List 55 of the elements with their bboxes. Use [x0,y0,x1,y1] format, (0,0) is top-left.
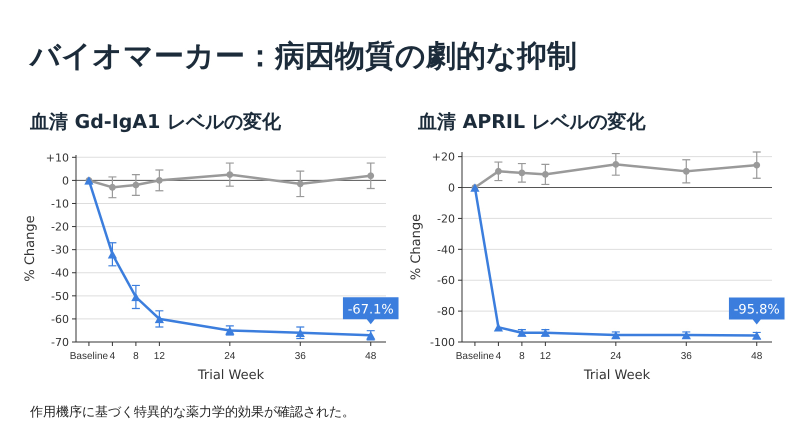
y-tick-label: -70 [51,336,69,349]
point [367,172,374,180]
x-tick-label: Baseline [70,351,109,362]
y-tick-label: +10 [46,151,69,164]
x-tick-label: 8 [519,351,526,362]
point [109,184,116,191]
point [132,182,140,188]
chart-title: バイオマーカー：病因物質の劇的な抑制 [28,39,577,74]
y-tick-label: -20 [51,220,69,234]
point [682,168,690,175]
x-tick-label: 4 [110,351,116,362]
point [296,180,304,188]
x-tick-label: 24 [224,351,236,362]
point [108,250,117,258]
x-tick-label: Baseline [456,351,495,362]
data-label: -95.8% [734,302,780,318]
y-tick-label: +20 [432,150,455,164]
text: 作用機序に基づく特異的な薬力学的効果が確認された。 [29,404,355,420]
point [495,168,502,175]
point [542,171,549,178]
point [156,177,163,184]
y-tick-label: -50 [51,290,69,303]
point [226,171,234,178]
point [612,160,620,168]
point [518,169,526,176]
y-tick-label: -20 [437,212,455,226]
x-axis-title: Trial Week [582,368,651,383]
point [154,314,164,324]
x-tick-label: 4 [496,351,502,362]
x-tick-label: 12 [154,351,166,362]
point [753,162,760,169]
x-tick-label: 8 [133,351,140,362]
y-tick-label: -60 [437,274,455,288]
data-label: -67.1% [348,302,394,318]
y-tick-label: -10 [51,197,69,210]
y-axis-title: % Change [409,214,424,280]
y-tick-label: -40 [437,243,455,256]
y-tick-label: -40 [51,266,69,280]
x-tick-label: 36 [680,351,692,362]
point [494,323,503,332]
x-axis-title: Trial Week [196,368,265,383]
y-axis-title: % Change [23,215,38,282]
y-tick-label: 0 [62,174,69,188]
x-tick-label: 24 [610,351,622,362]
x-tick-label: 48 [751,351,763,362]
x-tick-label: 36 [294,351,306,362]
x-tick-label: 48 [365,351,377,362]
x-tick-label: 12 [540,351,552,362]
y-tick-label: 0 [448,182,455,195]
y-tick-label: -80 [437,305,455,318]
y-tick-label: -100 [430,336,455,349]
y-tick-label: -60 [51,312,69,326]
y-tick-label: -30 [51,244,69,257]
chart-subtitle: 血清 Gd-IgA1 レベルの変化 [29,111,282,133]
chart-subtitle: 血清 APRIL レベルの変化 [417,111,647,133]
